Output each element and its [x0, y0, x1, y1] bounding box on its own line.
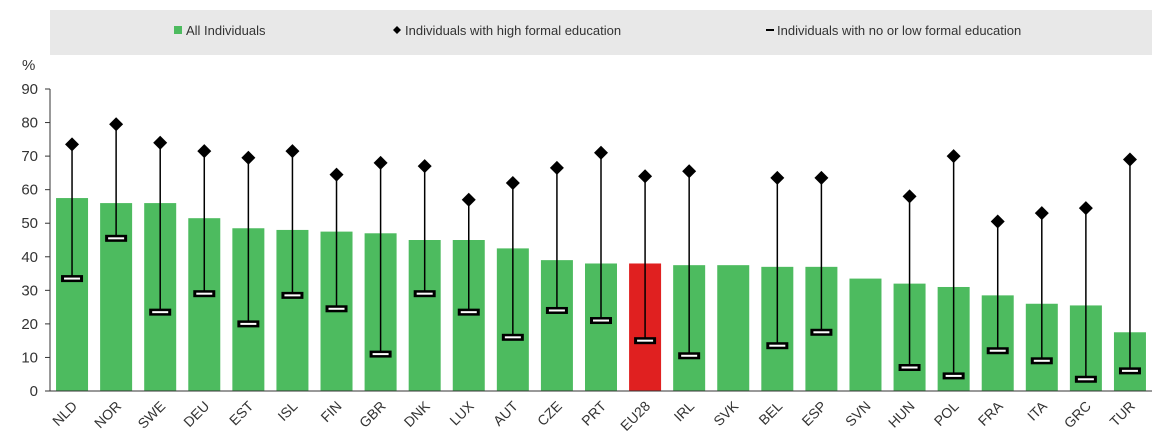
- low-education-marker-inner: [196, 292, 213, 295]
- low-education-marker-inner: [593, 319, 609, 322]
- legend-label-low: Individuals with no or low formal educat…: [777, 23, 1021, 38]
- low-education-marker-inner: [504, 336, 521, 339]
- x-tick-label: POL: [931, 398, 962, 429]
- x-tick-label: DEU: [180, 398, 212, 430]
- plot-area: 0 10 20 30 40 50 60 70 80 90 NLD NOR SWE DEU EST ISL FIN…: [21, 81, 1152, 434]
- x-tick-label: EST: [226, 397, 257, 428]
- x-tick-label: ITA: [1024, 397, 1050, 423]
- high-education-marker: [329, 167, 344, 182]
- low-education-marker-inner: [681, 354, 698, 357]
- legend-background: [50, 10, 1152, 55]
- low-education-marker-inner: [1033, 359, 1050, 362]
- high-education-marker: [1034, 206, 1049, 221]
- legend-label-all: All Individuals: [186, 23, 266, 38]
- y-tick-label: 70: [21, 148, 38, 165]
- low-education-marker-inner: [460, 311, 477, 314]
- x-tick-label: PRT: [578, 397, 609, 428]
- low-education-marker-inner: [901, 366, 918, 369]
- high-education-marker: [285, 144, 300, 159]
- y-tick-label: 30: [21, 282, 38, 299]
- high-education-marker: [682, 164, 697, 179]
- x-tick-label: BEL: [755, 398, 785, 428]
- bar: [717, 265, 750, 391]
- y-tick-label: 10: [21, 349, 38, 366]
- x-tick-label: TUR: [1106, 398, 1138, 430]
- legend-swatch-high: [393, 26, 401, 34]
- x-tick-label: HUN: [885, 398, 918, 431]
- x-tick-label: GBR: [356, 398, 389, 431]
- low-education-marker-inner: [372, 353, 389, 356]
- high-education-marker: [461, 192, 476, 207]
- x-tick-label: IRL: [671, 398, 698, 425]
- legend-swatch-all: [174, 26, 182, 34]
- low-education-marker-inner: [416, 292, 433, 295]
- high-education-marker: [990, 214, 1005, 229]
- low-education-marker-inner: [945, 374, 962, 377]
- high-education-marker: [417, 159, 432, 174]
- high-education-marker: [373, 155, 388, 170]
- high-education-marker: [902, 189, 917, 204]
- high-education-marker: [594, 145, 608, 160]
- x-tick-label: DNK: [401, 397, 434, 430]
- x-tick-label: AUT: [490, 397, 521, 428]
- y-axis-label: %: [22, 57, 35, 74]
- y-tick-label: 80: [21, 115, 38, 132]
- y-tick-label: 0: [30, 383, 38, 400]
- x-tick-label: FIN: [317, 398, 344, 425]
- x-tick-label: NOR: [91, 398, 124, 431]
- high-education-marker: [946, 149, 961, 164]
- high-education-marker: [65, 137, 80, 152]
- low-education-marker-inner: [108, 237, 125, 240]
- low-education-marker-inner: [769, 344, 786, 347]
- x-tick-label: NLD: [49, 398, 80, 429]
- legend-swatch-low: [766, 29, 774, 31]
- high-education-marker: [549, 160, 564, 175]
- high-education-marker: [241, 150, 256, 165]
- legend: All Individuals Individuals with high fo…: [50, 10, 1152, 55]
- low-education-marker-inner: [813, 331, 830, 334]
- low-education-marker-inner: [548, 309, 565, 312]
- high-education-marker: [814, 170, 829, 185]
- y-tick-label: 40: [21, 249, 38, 266]
- low-education-marker-inner: [284, 294, 301, 297]
- low-education-marker-inner: [989, 349, 1006, 352]
- x-tick-label: GRC: [1061, 398, 1094, 431]
- x-tick-label: ISL: [274, 398, 300, 424]
- x-tick-label: SVN: [842, 398, 874, 430]
- x-tick-label: SVK: [710, 397, 742, 429]
- x-tick-label: FRA: [975, 397, 1007, 429]
- bar: [849, 278, 882, 391]
- low-education-marker-inner: [240, 322, 257, 325]
- high-education-marker: [109, 117, 124, 132]
- y-tick-label: 60: [21, 182, 38, 199]
- low-education-marker-inner: [1121, 369, 1138, 372]
- y-tick-label: 90: [21, 81, 38, 98]
- high-education-marker: [153, 135, 168, 150]
- legend-label-high: Individuals with high formal education: [405, 23, 621, 38]
- high-education-marker: [770, 170, 785, 185]
- x-tick-label: ESP: [798, 398, 829, 429]
- y-tick-label: 20: [21, 316, 38, 333]
- high-education-marker: [505, 175, 520, 190]
- high-education-marker: [197, 144, 212, 159]
- high-education-marker: [638, 169, 653, 184]
- x-tick-label: SWE: [134, 398, 168, 432]
- high-education-marker: [1122, 152, 1137, 167]
- y-tick-label: 50: [21, 215, 38, 232]
- x-tick-label: CZE: [534, 398, 565, 429]
- x-tick-label: EU28: [617, 398, 653, 434]
- low-education-marker-inner: [1077, 378, 1094, 381]
- x-tick-label: LUX: [446, 397, 477, 428]
- low-education-marker-inner: [328, 307, 345, 310]
- low-education-marker-inner: [152, 311, 169, 314]
- low-education-marker-inner: [64, 277, 81, 280]
- high-education-marker: [1078, 201, 1093, 216]
- low-education-marker-inner: [637, 339, 654, 342]
